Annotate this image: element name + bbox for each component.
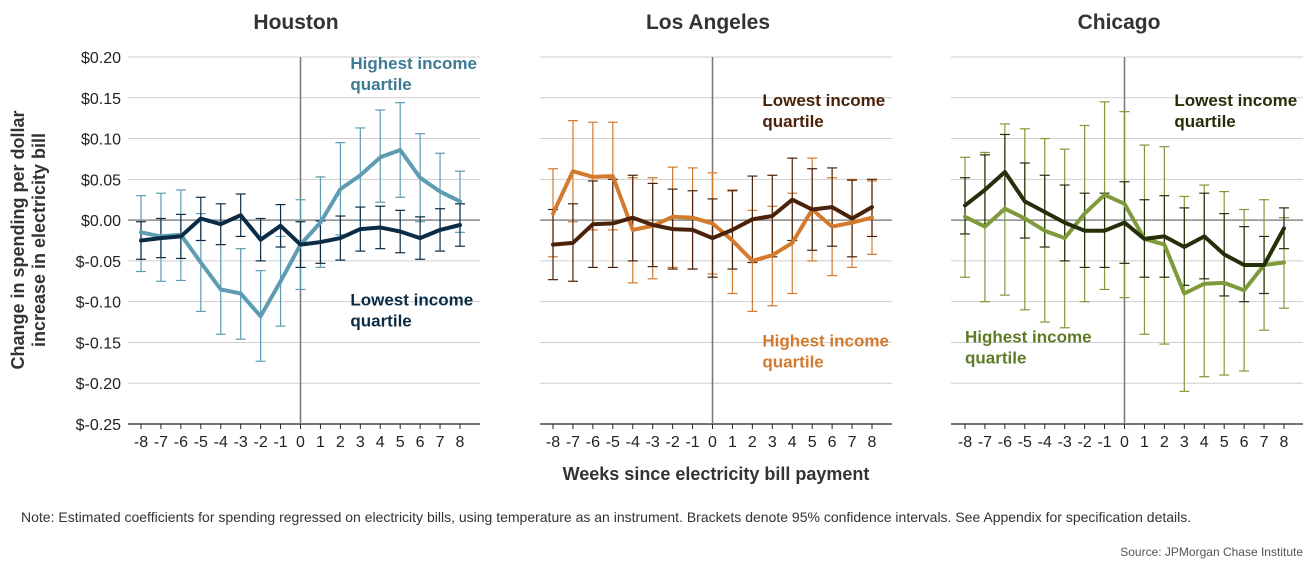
- x-tick-label: 0: [1120, 434, 1129, 451]
- x-tick-label: 8: [868, 434, 877, 451]
- y-tick-label: $0.05: [81, 172, 121, 189]
- x-tick-label: 8: [456, 434, 465, 451]
- series-annotation: Lowest income quartile: [762, 91, 885, 131]
- x-tick-label: 7: [1260, 434, 1269, 451]
- chart-source: Source: JPMorgan Chase Institute: [1120, 545, 1303, 559]
- series-annotation: Highest income quartile: [965, 327, 1092, 367]
- y-tick-label: $0.20: [81, 50, 121, 67]
- x-axis-label: Weeks since electricity bill payment: [563, 464, 870, 484]
- series-line: [963, 170, 1286, 267]
- x-tick-label: -7: [154, 434, 168, 451]
- x-tick-label: -6: [998, 434, 1012, 451]
- x-tick-label: -1: [1097, 434, 1111, 451]
- series-annotation-line: Lowest income: [350, 291, 473, 310]
- x-tick-label: 2: [336, 434, 345, 451]
- series-line: [139, 213, 462, 247]
- x-tick-label: -1: [273, 434, 287, 451]
- x-tick-label: 1: [728, 434, 737, 451]
- x-tick-label: -6: [586, 434, 600, 451]
- x-tick-label: -8: [958, 434, 972, 451]
- x-tick-label: 2: [1160, 434, 1169, 451]
- x-tick-label: 3: [1180, 434, 1189, 451]
- x-tick-label: 5: [396, 434, 405, 451]
- x-tick-label: 0: [296, 434, 305, 451]
- series-annotation-line: quartile: [350, 312, 411, 331]
- x-tick-label: 6: [416, 434, 425, 451]
- x-tick-label: -5: [606, 434, 620, 451]
- series-annotation-line: quartile: [1174, 112, 1235, 131]
- x-tick-label: -8: [134, 434, 148, 451]
- x-tick-label: 6: [828, 434, 837, 451]
- x-tick-label: -2: [1078, 434, 1092, 451]
- x-tick-label: 0: [708, 434, 717, 451]
- x-tick-label: 7: [436, 434, 445, 451]
- x-tick-label: 3: [356, 434, 365, 451]
- series-annotation-line: quartile: [350, 75, 411, 94]
- y-tick-label: $0.15: [81, 91, 121, 108]
- series-annotation: Lowest income quartile: [350, 291, 473, 331]
- x-tick-label: -3: [234, 434, 248, 451]
- x-tick-label: -5: [1018, 434, 1032, 451]
- x-tick-label: -3: [646, 434, 660, 451]
- y-tick-label: $-0.10: [76, 295, 121, 312]
- x-tick-label: -8: [546, 434, 560, 451]
- x-tick-label: 2: [748, 434, 757, 451]
- series-annotation-line: quartile: [762, 353, 823, 372]
- series-annotation-line: Highest income: [350, 54, 477, 73]
- x-tick-label: 5: [808, 434, 817, 451]
- series-line: [551, 197, 874, 247]
- x-tick-label: 1: [1140, 434, 1149, 451]
- y-tick-label: $0.00: [81, 213, 121, 230]
- series-line: [963, 192, 1286, 296]
- series-annotation: Highest income quartile: [350, 54, 477, 94]
- x-tick-label: -2: [254, 434, 268, 451]
- chart-note: Note: Estimated coefficients for spendin…: [21, 509, 1192, 525]
- x-tick-label: 1: [316, 434, 325, 451]
- y-tick-label: $-0.15: [76, 335, 121, 352]
- x-tick-label: 8: [1280, 434, 1289, 451]
- x-tick-label: 7: [848, 434, 857, 451]
- x-tick-label: -4: [626, 434, 640, 451]
- series-annotation-line: Highest income: [965, 327, 1092, 346]
- series-annotation: Lowest income quartile: [1174, 91, 1297, 131]
- panel-title: Los Angeles: [646, 11, 770, 34]
- y-tick-label: $0.10: [81, 132, 121, 149]
- x-tick-label: -3: [1058, 434, 1072, 451]
- y-axis-label: Change in spending per dollarincrease in…: [8, 110, 49, 369]
- series-line: [551, 169, 874, 263]
- y-tick-label: $-0.20: [76, 376, 121, 393]
- series-annotation-line: quartile: [762, 112, 823, 131]
- series-annotation-line: Lowest income: [762, 91, 885, 110]
- x-tick-label: -5: [194, 434, 208, 451]
- x-tick-label: 6: [1240, 434, 1249, 451]
- x-tick-label: -1: [685, 434, 699, 451]
- x-tick-label: 5: [1220, 434, 1229, 451]
- x-tick-label: 4: [376, 434, 385, 451]
- x-tick-label: 4: [788, 434, 797, 451]
- x-tick-label: -4: [1038, 434, 1052, 451]
- y-axis-label-line: increase in electricity bill: [29, 133, 49, 347]
- x-tick-label: -7: [566, 434, 580, 451]
- y-tick-label: $-0.25: [76, 417, 121, 434]
- x-tick-label: -4: [214, 434, 228, 451]
- x-tick-label: 3: [768, 434, 777, 451]
- x-tick-label: -6: [174, 434, 188, 451]
- x-tick-label: 4: [1200, 434, 1209, 451]
- y-tick-label: $-0.05: [76, 254, 121, 271]
- panel-title: Chicago: [1078, 11, 1161, 34]
- series-annotation: Highest income quartile: [762, 332, 889, 372]
- series-annotation-line: Highest income: [762, 332, 889, 351]
- series-annotation-line: Lowest income: [1174, 91, 1297, 110]
- y-axis-label-line: Change in spending per dollar: [8, 110, 28, 369]
- x-tick-label: -2: [666, 434, 680, 451]
- panel-title: Houston: [253, 11, 338, 34]
- x-tick-label: -7: [978, 434, 992, 451]
- series-annotation-line: quartile: [965, 348, 1026, 367]
